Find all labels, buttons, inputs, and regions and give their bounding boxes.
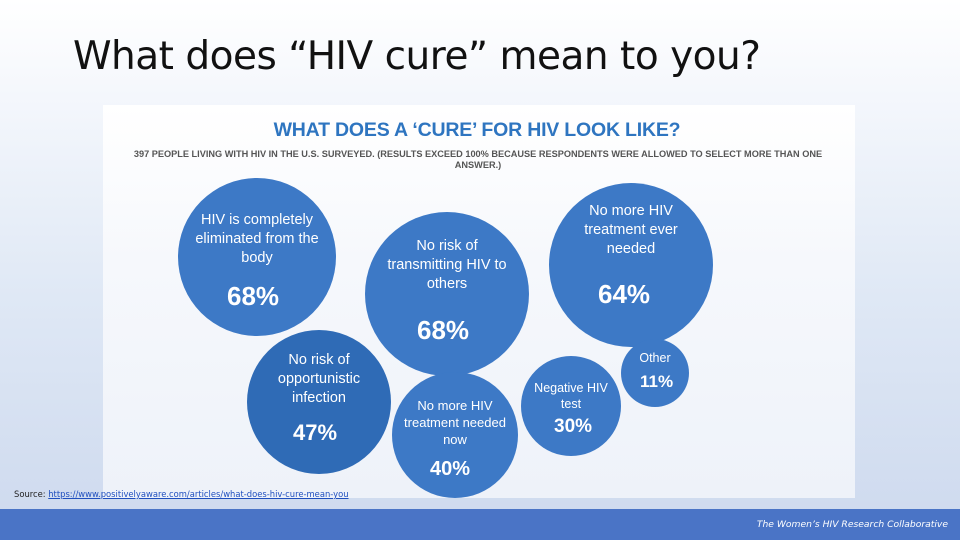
bubble-eliminated: HIV is completely eliminated from the bo… <box>178 178 336 336</box>
bubble-transmitting-value: 68% <box>417 315 470 345</box>
chart-title: WHAT DOES A ‘CURE’ FOR HIV LOOK LIKE? <box>273 119 681 141</box>
bubble-treatment-now-label: No more HIV treatment needed now <box>404 398 506 447</box>
bubble-opportunistic-value: 47% <box>293 420 338 445</box>
bubble-treatment-ever: No more HIV treatment ever needed 64% <box>549 183 713 347</box>
bubble-other-label: Other <box>639 351 671 365</box>
slide-title: What does “HIV cure” mean to you? <box>73 34 761 79</box>
bubble-treatment-ever-value: 64% <box>598 279 651 309</box>
bubble-negative-test-label: Negative HIV test <box>534 381 608 412</box>
footer-bar: The Women’s HIV Research Collaborative <box>0 509 960 540</box>
bubble-other-value: 11% <box>640 372 674 391</box>
footer-organization: The Women’s HIV Research Collaborative <box>756 519 948 530</box>
bubble-negative-test-value: 30% <box>554 416 593 437</box>
source-link[interactable]: https://www.positivelyaware.com/articles… <box>48 489 349 499</box>
bubble-treatment-now: No more HIV treatment needed now 40% <box>392 372 518 498</box>
bubble-treatment-ever-label: No more HIV treatment ever needed <box>584 203 678 257</box>
bubble-eliminated-label: HIV is completely eliminated from the bo… <box>195 212 319 266</box>
source-label: Source: <box>14 489 49 499</box>
bubble-transmitting-label: No risk of transmitting HIV to others <box>387 238 507 292</box>
bubble-eliminated-value: 68% <box>227 281 280 311</box>
bubble-opportunistic: No risk of opportunistic infection 47% <box>247 330 391 474</box>
bubble-transmitting: No risk of transmitting HIV to others 68… <box>365 212 529 376</box>
bubble-treatment-now-value: 40% <box>430 458 471 480</box>
bubble-other: Other 11% <box>621 339 689 407</box>
bubble-opportunistic-label: No risk of opportunistic infection <box>277 352 361 406</box>
infographic: WHAT DOES A ‘CURE’ FOR HIV LOOK LIKE? 39… <box>103 105 855 498</box>
chart-subtitle: 397 PEOPLE LIVING WITH HIV IN THE U.S. S… <box>133 149 823 170</box>
source-citation: Source: https://www.positivelyaware.com/… <box>14 489 349 499</box>
bubble-negative-test: Negative HIV test 30% <box>521 356 621 456</box>
